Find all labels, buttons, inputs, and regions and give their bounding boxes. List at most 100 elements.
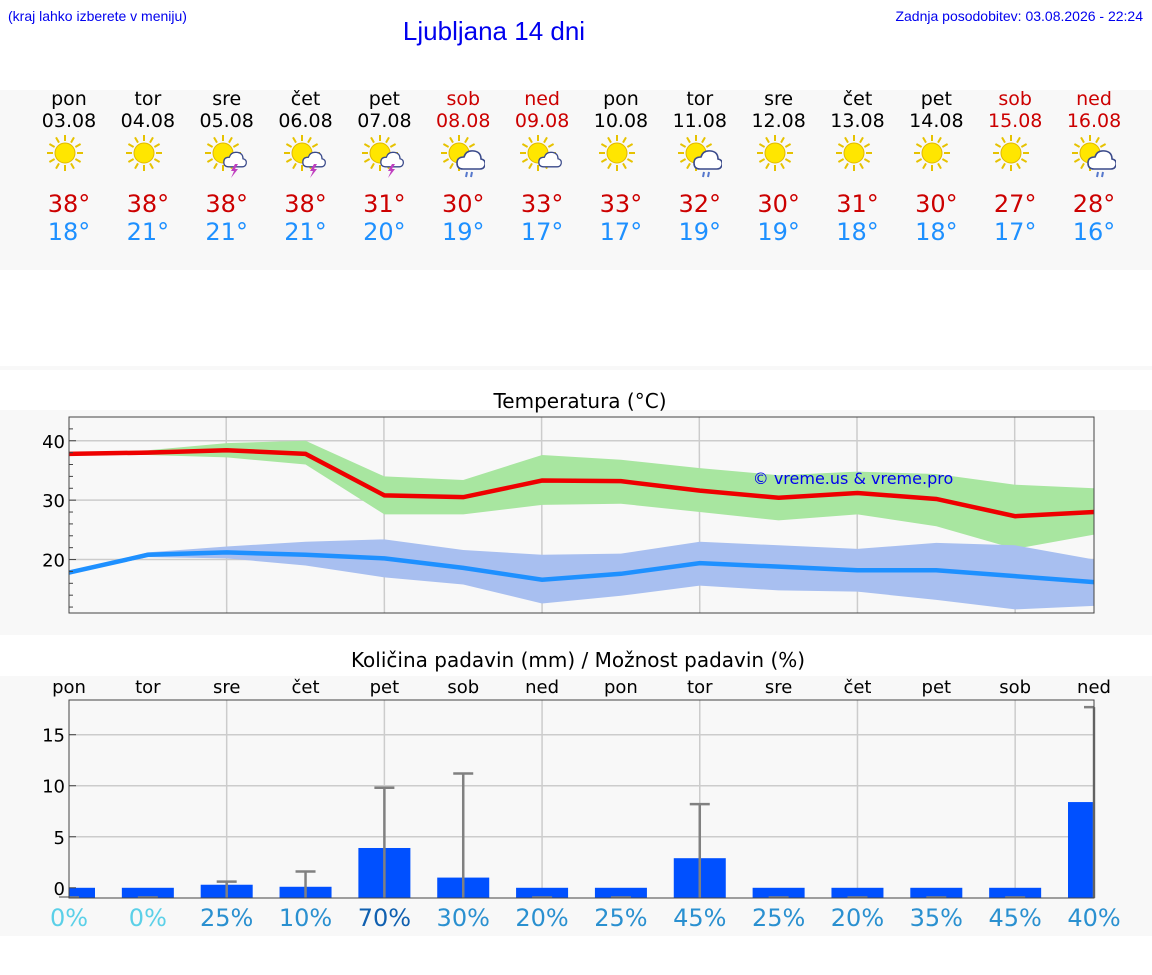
max-temperature: 38° — [126, 190, 170, 218]
category-label: ned — [525, 677, 559, 698]
day-column: čet 06.08 38° 21° — [261, 88, 351, 246]
y-tick-label: 30 — [42, 491, 65, 512]
day-date: 09.08 — [514, 110, 570, 132]
chart-title: Količina padavin (mm) / Možnost padavin … — [351, 648, 805, 672]
day-date: 10.08 — [593, 110, 649, 132]
precipitation-probability: 35% — [910, 904, 963, 932]
plot-frame — [68, 416, 1095, 614]
precipitation-probability: 70% — [358, 904, 411, 932]
sun-cloud-icon — [520, 135, 563, 171]
precipitation-probability: 40% — [1067, 904, 1120, 932]
day-date: 14.08 — [909, 110, 964, 132]
sun-icon — [914, 135, 951, 171]
precipitation-probability: 25% — [752, 904, 805, 932]
temperature-chart: Temperatura (°C) © vreme.us & vreme.pro 20… — [42, 389, 1095, 614]
max-temperature: 38° — [205, 190, 248, 218]
min-temperature: 17° — [520, 218, 564, 246]
precipitation-bar — [516, 887, 569, 898]
day-name: pet — [920, 88, 952, 110]
precipitation-probability: 30% — [437, 904, 490, 932]
sun-cloud-rain-icon — [677, 135, 722, 178]
divider — [0, 366, 1152, 370]
day-name: pet — [368, 88, 400, 110]
min-temperature: 18° — [915, 218, 958, 246]
category-label: pon — [604, 677, 638, 698]
sun-icon — [993, 135, 1030, 171]
min-temperature: 17° — [599, 218, 643, 246]
precipitation-probability: 10% — [279, 904, 332, 932]
category-label: sre — [765, 677, 792, 698]
region-hint: (kraj lahko izberete v meniju) — [8, 8, 187, 24]
max-temperature: 30° — [441, 190, 485, 218]
day-column: pon 10.08 33° 17° — [576, 88, 666, 246]
sun-icon — [756, 135, 793, 171]
min-temperature: 17° — [993, 218, 1037, 246]
precipitation-probability: 25% — [594, 904, 647, 932]
plot-area — [69, 700, 1094, 898]
day-name: tor — [134, 88, 162, 110]
category-label: ned — [1077, 677, 1111, 698]
category-label: tor — [135, 677, 161, 698]
min-temperature: 16° — [1072, 218, 1116, 246]
min-temperature: 21° — [126, 218, 170, 246]
day-column: čet 13.08 31° 18° — [813, 88, 903, 246]
day-name: sob — [998, 88, 1032, 110]
day-name: pon — [603, 88, 639, 110]
day-column: sob 08.08 30° 19° — [418, 88, 508, 246]
category-label: sre — [213, 677, 240, 698]
max-temperature: 30° — [757, 190, 800, 218]
day-name: sre — [764, 88, 794, 110]
day-column: sre 05.08 38° 21° — [182, 88, 272, 246]
max-temperature: 32° — [678, 190, 722, 218]
day-column: pet 14.08 30° 18° — [891, 88, 981, 246]
sun-cloud-rain-icon — [1072, 135, 1117, 178]
min-temperature: 21° — [284, 218, 327, 246]
precipitation-bar — [910, 887, 963, 898]
precipitation-probability: 25% — [200, 904, 253, 932]
min-temperature: 19° — [678, 218, 722, 246]
precipitation-probability: 45% — [988, 904, 1041, 932]
max-temperature: 38° — [284, 190, 327, 218]
daily-forecast-strip — [0, 90, 1152, 270]
sun-thunder-icon — [362, 135, 405, 178]
min-temperature: 18° — [47, 218, 91, 246]
plot-frame — [68, 699, 1095, 899]
day-name: čet — [290, 88, 321, 110]
y-tick-label: 10 — [42, 777, 65, 798]
min-temperature: 20° — [363, 218, 406, 246]
max-temperature: 33° — [520, 190, 564, 218]
y-tick-label: 40 — [42, 432, 65, 453]
y-tick-label: 5 — [54, 828, 65, 849]
watermark: © vreme.us & vreme.pro — [753, 469, 954, 488]
day-column: sre 12.08 30° 19° — [734, 88, 824, 246]
day-column: ned 09.08 33° 17° — [497, 88, 587, 246]
category-label: čet — [843, 677, 871, 698]
min-temperature: 18° — [836, 218, 879, 246]
category-label: pet — [370, 677, 400, 698]
min-temperature: 19° — [441, 218, 485, 246]
max-temperature-range — [69, 440, 1094, 549]
max-temperature: 33° — [599, 190, 643, 218]
day-name: ned — [1076, 88, 1112, 110]
day-column: pon 03.08 38° 18° — [24, 88, 114, 246]
max-temperature-line — [68, 448, 1095, 519]
precipitation-bar — [831, 887, 884, 898]
precipitation-bar — [752, 887, 805, 898]
day-date: 15.08 — [987, 110, 1043, 132]
y-tick-label: 0 — [54, 879, 65, 900]
max-temperature: 30° — [915, 190, 958, 218]
day-date: 08.08 — [436, 110, 491, 132]
day-date: 03.08 — [41, 110, 97, 132]
precipitation-bar — [1068, 802, 1094, 898]
category-label: sob — [447, 677, 479, 698]
precipitation-probability: 0% — [50, 904, 88, 932]
y-tick-label: 15 — [42, 726, 65, 747]
max-temperature: 27° — [993, 190, 1037, 218]
min-temperature: 21° — [205, 218, 248, 246]
min-temperature-line — [68, 550, 1095, 585]
category-label: pon — [52, 677, 86, 698]
sun-icon — [47, 135, 83, 171]
day-column: sob 15.08 27° 17° — [970, 88, 1060, 246]
sun-thunder-icon — [204, 135, 247, 178]
max-temperature: 28° — [1072, 190, 1116, 218]
